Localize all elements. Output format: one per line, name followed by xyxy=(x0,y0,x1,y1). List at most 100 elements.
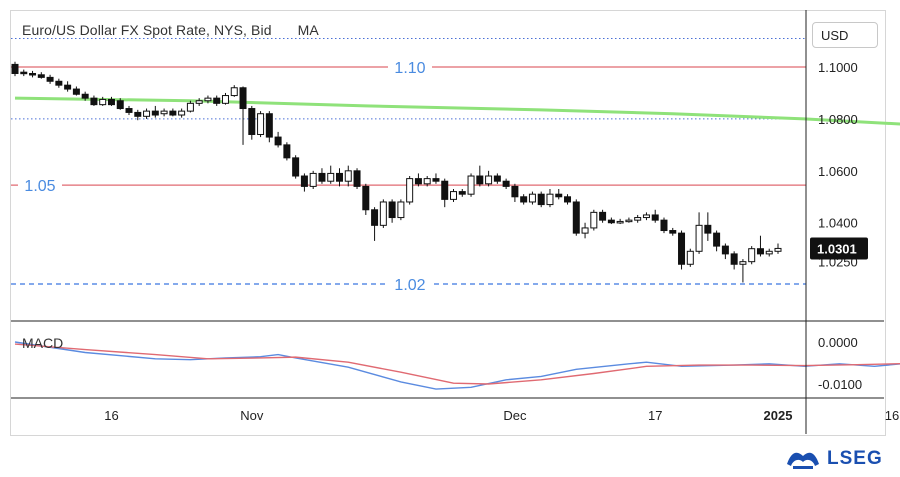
candle-body xyxy=(660,219,668,232)
candle-body xyxy=(450,191,458,200)
candle-body xyxy=(713,232,721,247)
candle-body xyxy=(335,172,343,182)
level-label-bg-1.05 xyxy=(18,175,62,194)
candle-body xyxy=(467,175,475,195)
candle-body xyxy=(204,97,212,102)
candle-body xyxy=(327,172,335,182)
level-label-bg-1.02 xyxy=(388,274,432,292)
candle-body xyxy=(90,97,98,106)
candle-body xyxy=(721,245,729,255)
candle-body xyxy=(695,224,703,252)
candle-body xyxy=(476,175,484,185)
signal-line xyxy=(14,343,900,385)
last-price-label: 1.0301 xyxy=(817,241,857,256)
candle-body xyxy=(29,72,37,76)
lseg-emblem-icon xyxy=(787,452,819,469)
price-tick-label: 1.1000 xyxy=(818,60,858,75)
lseg-wordmark: LSEG xyxy=(827,448,883,469)
candle-body xyxy=(248,108,256,135)
candle-body xyxy=(678,232,686,265)
chart-title-text: Euro/US Dollar FX Spot Rate, NYS, Bid xyxy=(22,22,272,38)
level-label-1.05: 1.05 xyxy=(24,178,55,195)
candle-body xyxy=(581,227,589,234)
candle-body xyxy=(239,87,247,110)
candle-body xyxy=(99,98,107,106)
candle-body xyxy=(599,211,607,221)
time-tick-label: 17 xyxy=(648,408,662,423)
candle-body xyxy=(265,113,273,138)
candle-body xyxy=(739,261,747,265)
candle-body xyxy=(528,193,536,203)
level-label-bg-1.10 xyxy=(388,57,432,75)
level-label-1.10: 1.10 xyxy=(394,60,425,77)
candle-body xyxy=(186,102,194,112)
candle-body xyxy=(178,110,186,116)
candle-body xyxy=(590,211,598,229)
candle-body xyxy=(46,76,54,82)
candle-body xyxy=(195,100,203,104)
candle-body xyxy=(704,224,712,234)
candle-body xyxy=(134,111,142,117)
candle-body xyxy=(116,100,124,110)
candle-body xyxy=(616,220,624,224)
candle-body xyxy=(300,175,308,187)
candle-body xyxy=(423,178,431,185)
candle-body xyxy=(397,201,405,219)
candle-body xyxy=(344,170,352,182)
currency-selector[interactable]: USD xyxy=(812,22,878,48)
candle-body xyxy=(81,93,89,99)
macd-tick-label: -0.0100 xyxy=(818,377,862,392)
candle-body xyxy=(388,201,396,219)
candle-body xyxy=(283,144,291,159)
candle-body xyxy=(607,219,615,224)
last-price-badge xyxy=(810,237,868,260)
candle-body xyxy=(353,170,361,187)
candle-body xyxy=(107,98,115,106)
candle-body xyxy=(520,196,528,203)
candle-body xyxy=(169,110,177,116)
candle-body xyxy=(625,219,633,223)
time-tick-label: Dec xyxy=(503,408,527,423)
candle-body xyxy=(11,63,19,74)
candle-body xyxy=(274,136,282,146)
candle-body xyxy=(765,250,773,255)
indicator-label: MA xyxy=(297,22,319,38)
candle-body xyxy=(564,196,572,203)
candle-body xyxy=(493,175,501,182)
price-tick-label: 1.0800 xyxy=(818,112,858,127)
candle-body xyxy=(362,185,370,211)
candle-body xyxy=(318,172,326,182)
candle-body xyxy=(221,95,229,104)
candle-body xyxy=(432,178,440,182)
candle-body xyxy=(414,178,422,185)
candle-body xyxy=(441,180,449,200)
candle-body xyxy=(64,84,72,90)
price-tick-label: 1.0400 xyxy=(818,216,858,231)
lseg-logo: LSEG xyxy=(785,448,883,470)
candle-body xyxy=(756,248,764,255)
candle-body xyxy=(572,201,580,234)
candle-body xyxy=(230,87,238,97)
candle-body xyxy=(669,230,677,234)
candle-body xyxy=(151,110,159,116)
candle-body xyxy=(257,113,265,135)
candle-body xyxy=(748,248,756,263)
candle-body xyxy=(686,250,694,265)
candle-body xyxy=(143,110,151,117)
candle-body xyxy=(55,80,63,86)
time-tick-label: 2025 xyxy=(764,408,793,423)
candle-body xyxy=(371,209,379,226)
candle-body xyxy=(292,157,300,177)
time-tick-label: 16 xyxy=(885,408,899,423)
candle-body xyxy=(502,180,510,187)
level-label-1.02: 1.02 xyxy=(394,277,425,294)
candle-body xyxy=(160,110,168,115)
candle-body xyxy=(309,172,317,187)
macd-tick-label: 0.0000 xyxy=(818,335,858,350)
candle-body xyxy=(37,74,45,78)
candle-body xyxy=(555,193,563,198)
price-tick-label: 1.0600 xyxy=(818,164,858,179)
candle-body xyxy=(511,185,519,198)
candle-body xyxy=(546,193,554,206)
